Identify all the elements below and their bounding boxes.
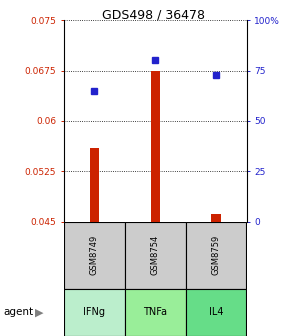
Bar <box>125 222 186 289</box>
Text: GSM8749: GSM8749 <box>90 235 99 276</box>
Bar <box>151 71 160 222</box>
Text: IFNg: IFNg <box>83 307 105 318</box>
Text: GSM8759: GSM8759 <box>211 235 221 276</box>
Bar <box>64 289 125 336</box>
Text: GDS498 / 36478: GDS498 / 36478 <box>102 8 205 22</box>
Bar <box>90 148 99 222</box>
Bar <box>186 289 246 336</box>
Text: TNFa: TNFa <box>143 307 167 318</box>
Text: GSM8754: GSM8754 <box>151 235 160 276</box>
Bar <box>125 289 186 336</box>
Text: IL4: IL4 <box>209 307 223 318</box>
Bar <box>64 222 125 289</box>
Bar <box>186 222 246 289</box>
Text: agent: agent <box>3 307 33 318</box>
Bar <box>211 214 221 222</box>
Text: ▶: ▶ <box>35 307 44 318</box>
